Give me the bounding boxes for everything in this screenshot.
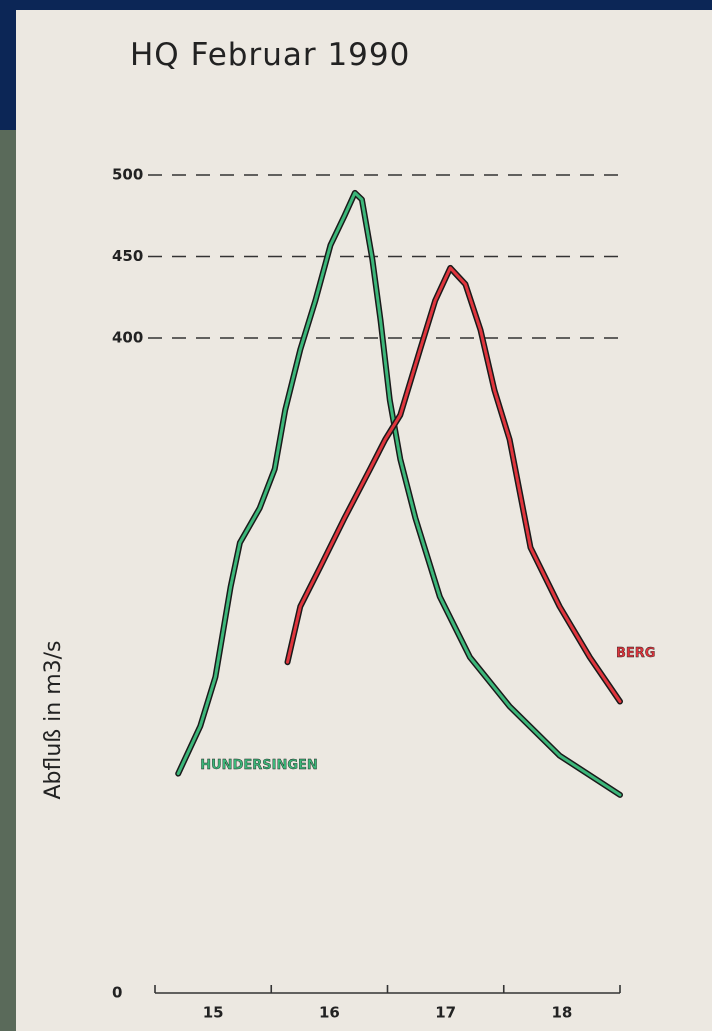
paper — [16, 10, 712, 1031]
chart-title: HQ Februar 1990 — [130, 37, 410, 73]
y-tick-label: 450 — [112, 247, 143, 265]
series-line — [176, 191, 622, 797]
y-tick-label: 500 — [112, 166, 143, 184]
series-label: HUNDERSINGEN — [200, 758, 318, 773]
x-tick-label: 16 — [319, 1004, 340, 1022]
series-line — [286, 266, 622, 703]
y-tick-label: 0 — [112, 984, 122, 1002]
series-label: BERG — [616, 646, 655, 661]
x-tick-label: 18 — [551, 1004, 572, 1022]
y-tick-label: 400 — [112, 329, 143, 347]
x-tick-label: 17 — [435, 1004, 456, 1022]
x-tick-label: 15 — [203, 1004, 224, 1022]
y-axis-label: Abfluß in m3/s — [41, 640, 66, 799]
background-photo-strip — [0, 130, 16, 1031]
